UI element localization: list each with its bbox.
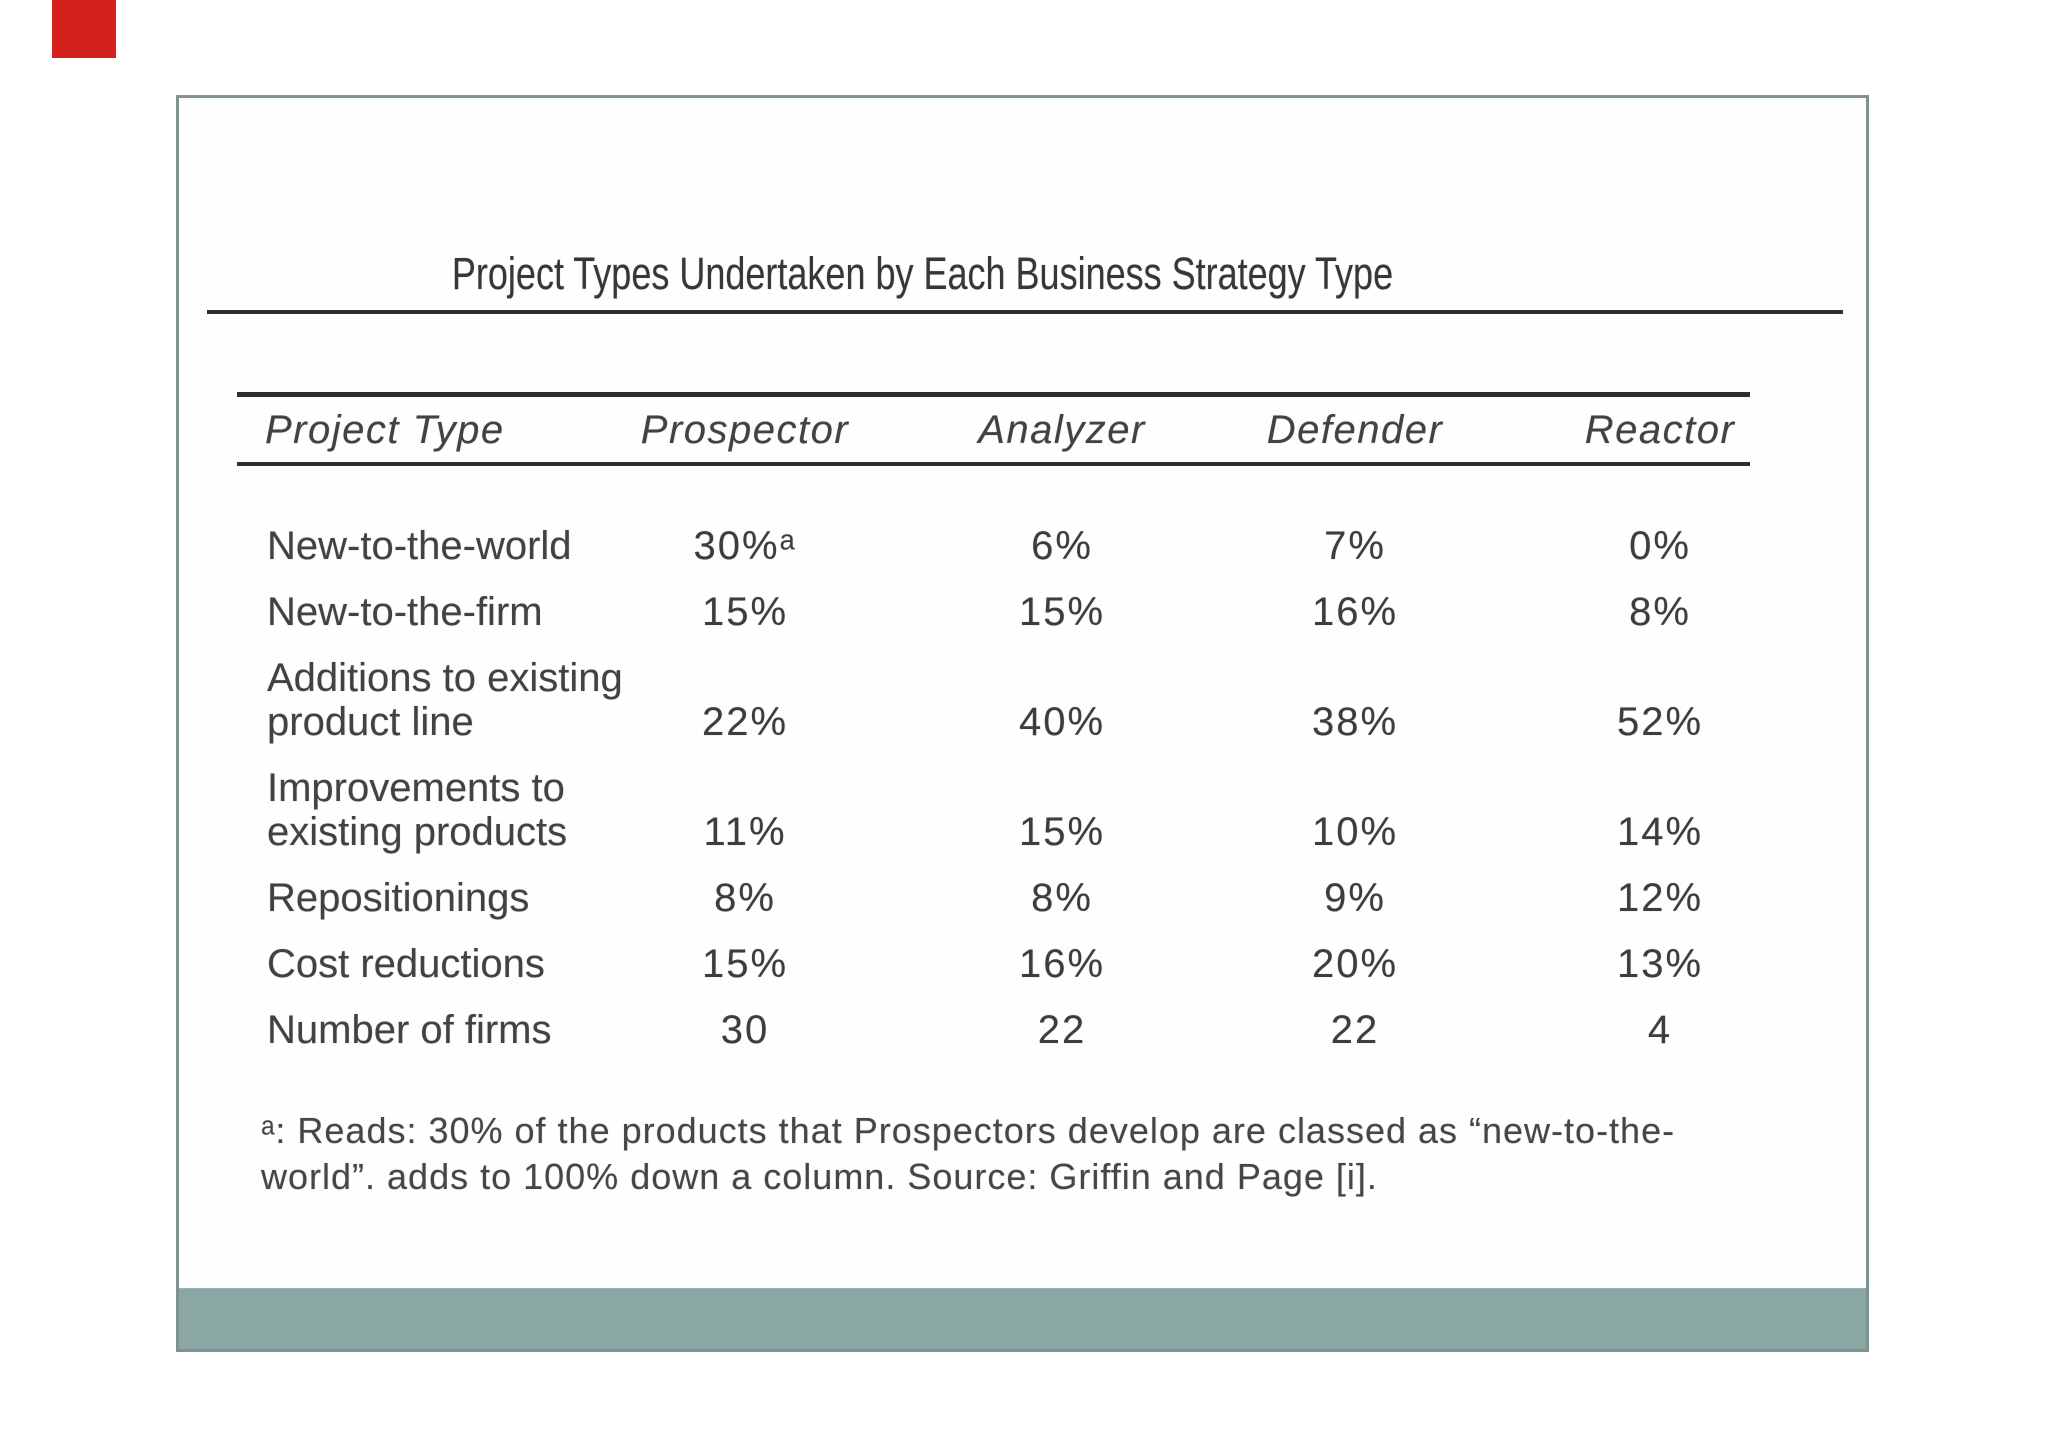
cell-value: 16% — [1311, 590, 1399, 634]
row-label: Repositionings — [267, 876, 530, 920]
cell-value: 0% — [1629, 524, 1691, 568]
table-header-row: Project Type Prospector Analyzer Defende… — [237, 397, 1750, 462]
cell-value: 4 — [1647, 1008, 1673, 1052]
row-label: Number of firms — [267, 1008, 552, 1052]
row-label: New-to-the-firm — [267, 590, 543, 634]
cell-value: 20% — [1311, 942, 1399, 986]
row-label: Additions to existing — [267, 656, 623, 700]
cell-value: 30 — [720, 1008, 770, 1052]
table-row: Number of firms 30 22 22 4 — [237, 1008, 1750, 1052]
cell-value: 22 — [1330, 1008, 1380, 1052]
footnote: ᵃ: Reads: 30% of the products that Prosp… — [261, 1108, 1675, 1200]
cell-value: 7% — [1324, 524, 1386, 568]
cell-value: 14% — [1616, 810, 1704, 854]
cell-value: 11% — [703, 810, 787, 854]
table-row: New-to-the-world 30%ᵃ 6% 7% 0% — [237, 524, 1750, 568]
page-frame: Project Types Undertaken by Each Busines… — [176, 95, 1869, 1352]
column-header-analyzer: Analyzer — [978, 407, 1146, 452]
table-row: Cost reductions 15% 16% 20% 13% — [237, 942, 1750, 986]
cell-value: 16% — [1018, 942, 1106, 986]
cell-value: 22 — [1037, 1008, 1087, 1052]
cell-value: 40% — [1018, 700, 1106, 744]
table-header-rule — [237, 462, 1750, 466]
cell-value: 8% — [1031, 876, 1093, 920]
cell-value: 15% — [701, 942, 789, 986]
cell-value: 6% — [1031, 524, 1093, 568]
cell-value: 30%ᵃ — [693, 524, 797, 568]
table-row: Repositionings 8% 8% 9% 12% — [237, 876, 1750, 920]
cell-value: 8% — [1629, 590, 1691, 634]
cell-value: 15% — [1018, 590, 1106, 634]
footnote-line-1: ᵃ: Reads: 30% of the products that Prosp… — [261, 1110, 1676, 1151]
cell-value: 15% — [1018, 810, 1106, 854]
cell-value: 38% — [1311, 700, 1399, 744]
column-header-defender: Defender — [1266, 407, 1444, 452]
row-label: New-to-the-world — [267, 524, 572, 568]
row-label: Improvements to — [267, 766, 565, 810]
cell-value: 12% — [1616, 876, 1704, 920]
table-row: Additions to existing product line 22% 40… — [237, 656, 1750, 744]
cell-value: 52% — [1616, 700, 1704, 744]
column-header-prospector: Prospector — [640, 407, 850, 452]
data-table: Project Type Prospector Analyzer Defende… — [237, 392, 1750, 1052]
column-header-reactor: Reactor — [1584, 407, 1736, 452]
cell-value: 9% — [1324, 876, 1386, 920]
row-label-line2: existing products — [267, 810, 568, 854]
cell-value: 8% — [714, 876, 776, 920]
table-row: New-to-the-firm 15% 15% 16% 8% — [237, 590, 1750, 634]
cell-value: 13% — [1616, 942, 1704, 986]
row-label-line2: product line — [267, 700, 474, 744]
table-top-rule — [237, 392, 1750, 397]
footnote-line-2: world”. adds to 100% down a column. Sour… — [261, 1156, 1378, 1197]
red-tab-marker — [52, 0, 116, 58]
footer-band — [179, 1288, 1866, 1349]
cell-value: 22% — [701, 700, 789, 744]
table-row: Improvements to existing products 11% 15%… — [237, 766, 1750, 854]
cell-value: 15% — [701, 590, 789, 634]
column-header-project-type: Project Type — [265, 407, 505, 452]
cell-value: 10% — [1311, 810, 1399, 854]
row-label: Cost reductions — [267, 942, 545, 986]
page-title: Project Types Undertaken by Each Busines… — [451, 248, 1394, 299]
title-rule — [207, 310, 1843, 314]
